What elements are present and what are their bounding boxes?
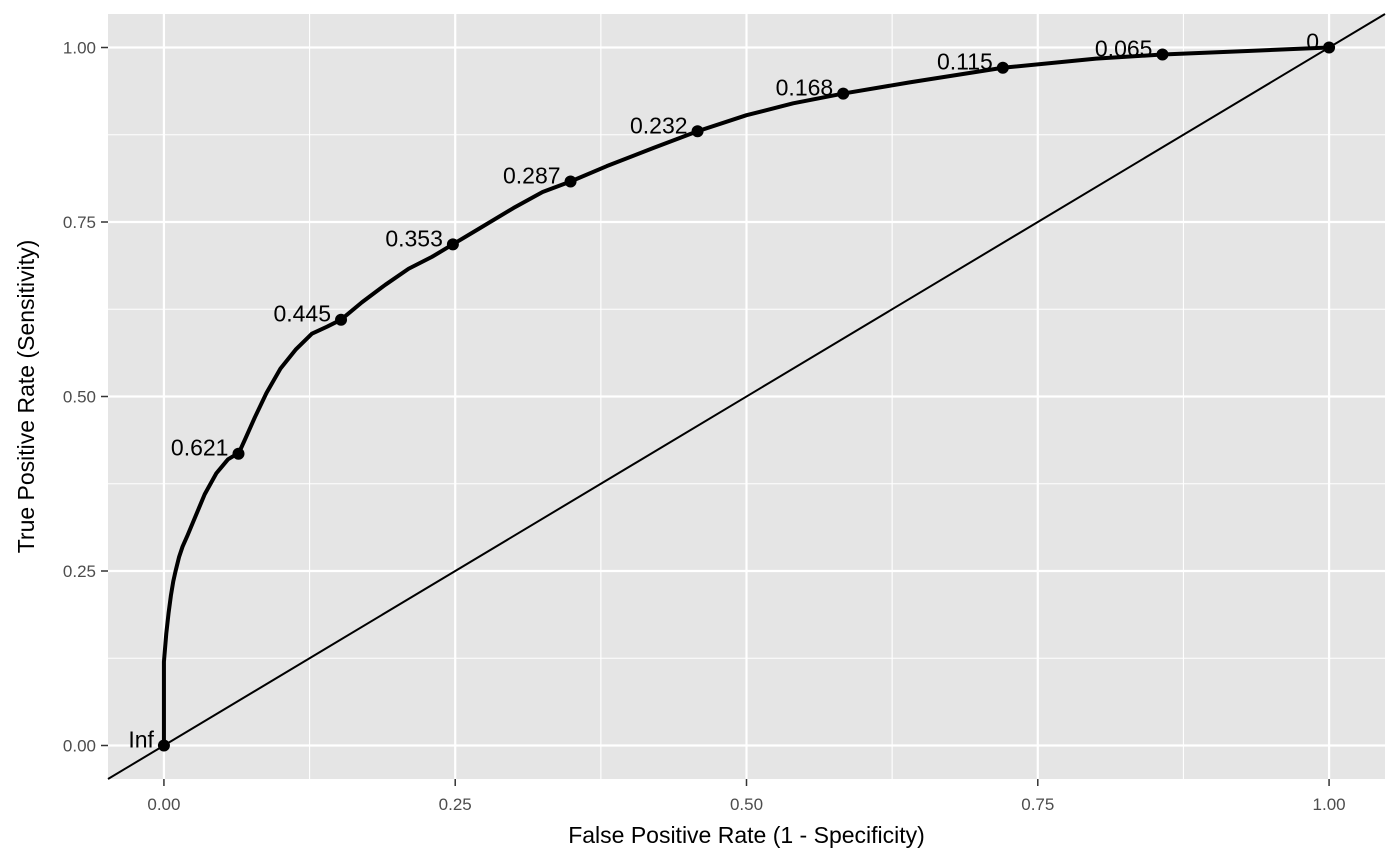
threshold-label-9: 0 [1306,29,1319,55]
threshold-point-8 [1156,48,1169,61]
threshold-label-6: 0.168 [776,75,834,101]
threshold-label-8: 0.065 [1095,35,1153,61]
threshold-point-6 [837,87,850,100]
y-tick-label-2: 0.50 [63,388,96,407]
threshold-point-5 [691,125,704,138]
threshold-label-5: 0.232 [630,112,688,138]
roc-curve-layer [161,45,1332,748]
threshold-points-layer [157,41,1336,752]
x-axis: 0.00 0.25 0.50 0.75 1.00 [147,779,1346,814]
threshold-label-0: Inf [128,726,154,752]
y-tick-label-0: 0.00 [63,736,96,755]
threshold-label-2: 0.445 [273,301,331,327]
threshold-point-0 [157,739,170,752]
reference-diagonal-line [107,13,1386,780]
threshold-point-1 [232,447,245,460]
roc-curve-line-0 [161,45,1332,748]
y-tick-label-3: 0.75 [63,213,96,232]
x-tick-label-1: 0.25 [439,795,472,814]
threshold-label-4: 0.287 [503,163,561,189]
threshold-label-1: 0.621 [171,435,229,461]
threshold-point-7 [996,61,1009,74]
threshold-point-2 [335,313,348,326]
y-axis: 0.00 0.25 0.50 0.75 1.00 [63,39,108,755]
x-tick-label-0: 0.00 [147,795,180,814]
y-tick-label-1: 0.25 [63,562,96,581]
y-tick-label-4: 1.00 [63,39,96,58]
x-tick-label-2: 0.50 [730,795,763,814]
x-axis-title: False Positive Rate (1 - Specificity) [568,822,925,848]
x-tick-label-3: 0.75 [1021,795,1054,814]
threshold-label-3: 0.353 [385,225,443,251]
reference-diagonal-layer [107,13,1386,780]
threshold-point-4 [564,175,577,188]
threshold-label-7: 0.115 [937,49,993,75]
threshold-point-3 [446,238,459,251]
threshold-labels-layer: Inf 0.621 0.445 0.353 0.287 0.232 0.168 0.115 0.… [128,29,1319,753]
x-tick-label-4: 1.00 [1313,795,1346,814]
y-axis-title: True Positive Rate (Sensitivity) [13,240,39,554]
threshold-point-9 [1323,41,1336,54]
